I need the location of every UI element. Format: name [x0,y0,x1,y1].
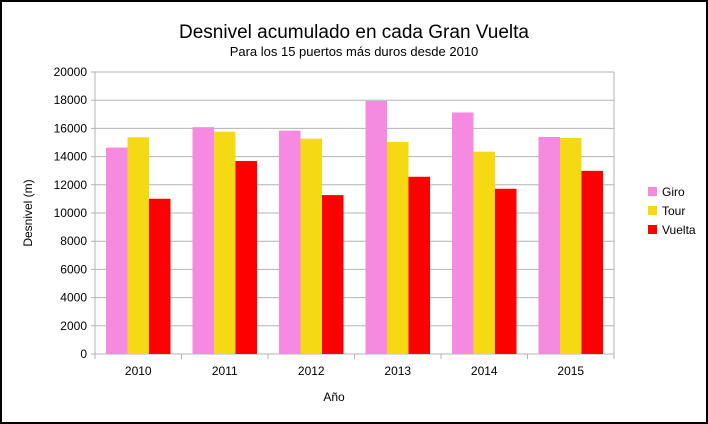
y-tick-label: 16000 [54,121,88,135]
bar-vuelta-2014 [495,188,517,354]
legend-label-tour: Tour [662,204,685,218]
y-tick-label: 10000 [54,206,88,220]
y-tick-label: 18000 [54,93,88,107]
legend-swatch-tour [648,206,657,215]
bar-tour-2011 [214,131,236,354]
bar-vuelta-2012 [322,195,344,354]
y-tick-label: 6000 [60,262,87,276]
bar-vuelta-2011 [235,160,257,354]
bar-tour-2013 [387,141,409,354]
legend-swatch-giro [648,187,657,196]
bar-vuelta-2015 [581,170,603,354]
x-tick-label: 2013 [384,364,411,378]
bar-giro-2014 [452,112,474,354]
bar-giro-2010 [106,147,128,354]
chart-title: Desnivel acumulado en cada Gran Vuelta [179,22,529,43]
bar-vuelta-2010 [149,198,171,354]
y-tick-label: 20000 [54,65,88,79]
y-tick-label: 8000 [60,234,87,248]
y-tick-label: 4000 [60,291,87,305]
x-axis-label: Año [323,390,345,404]
x-tick-label: 2011 [212,364,238,378]
bar-tour-2015 [560,137,582,354]
bar-vuelta-2013 [408,176,430,354]
y-axis-label: Desnivel (m) [21,179,35,246]
y-tick-label: 0 [80,347,87,361]
legend-label-vuelta: Vuelta [662,223,696,237]
x-tick-label: 2010 [125,364,152,378]
bar-tour-2012 [300,138,322,354]
y-tick-label: 12000 [54,178,88,192]
chart-subtitle: Para los 15 puertos más duros desde 2010 [230,44,479,59]
bar-giro-2011 [192,127,214,354]
bar-tour-2014 [473,151,495,354]
bar-giro-2012 [279,130,301,354]
x-tick-label: 2014 [471,364,498,378]
bar-tour-2010 [127,137,149,354]
bar-giro-2013 [365,100,387,354]
bar-giro-2015 [538,137,560,354]
legend-label-giro: Giro [662,185,685,199]
x-tick-label: 2012 [298,364,325,378]
legend-swatch-vuelta [648,225,657,234]
y-tick-label: 14000 [54,150,88,164]
x-tick-label: 2015 [557,364,584,378]
y-tick-label: 2000 [60,319,87,333]
